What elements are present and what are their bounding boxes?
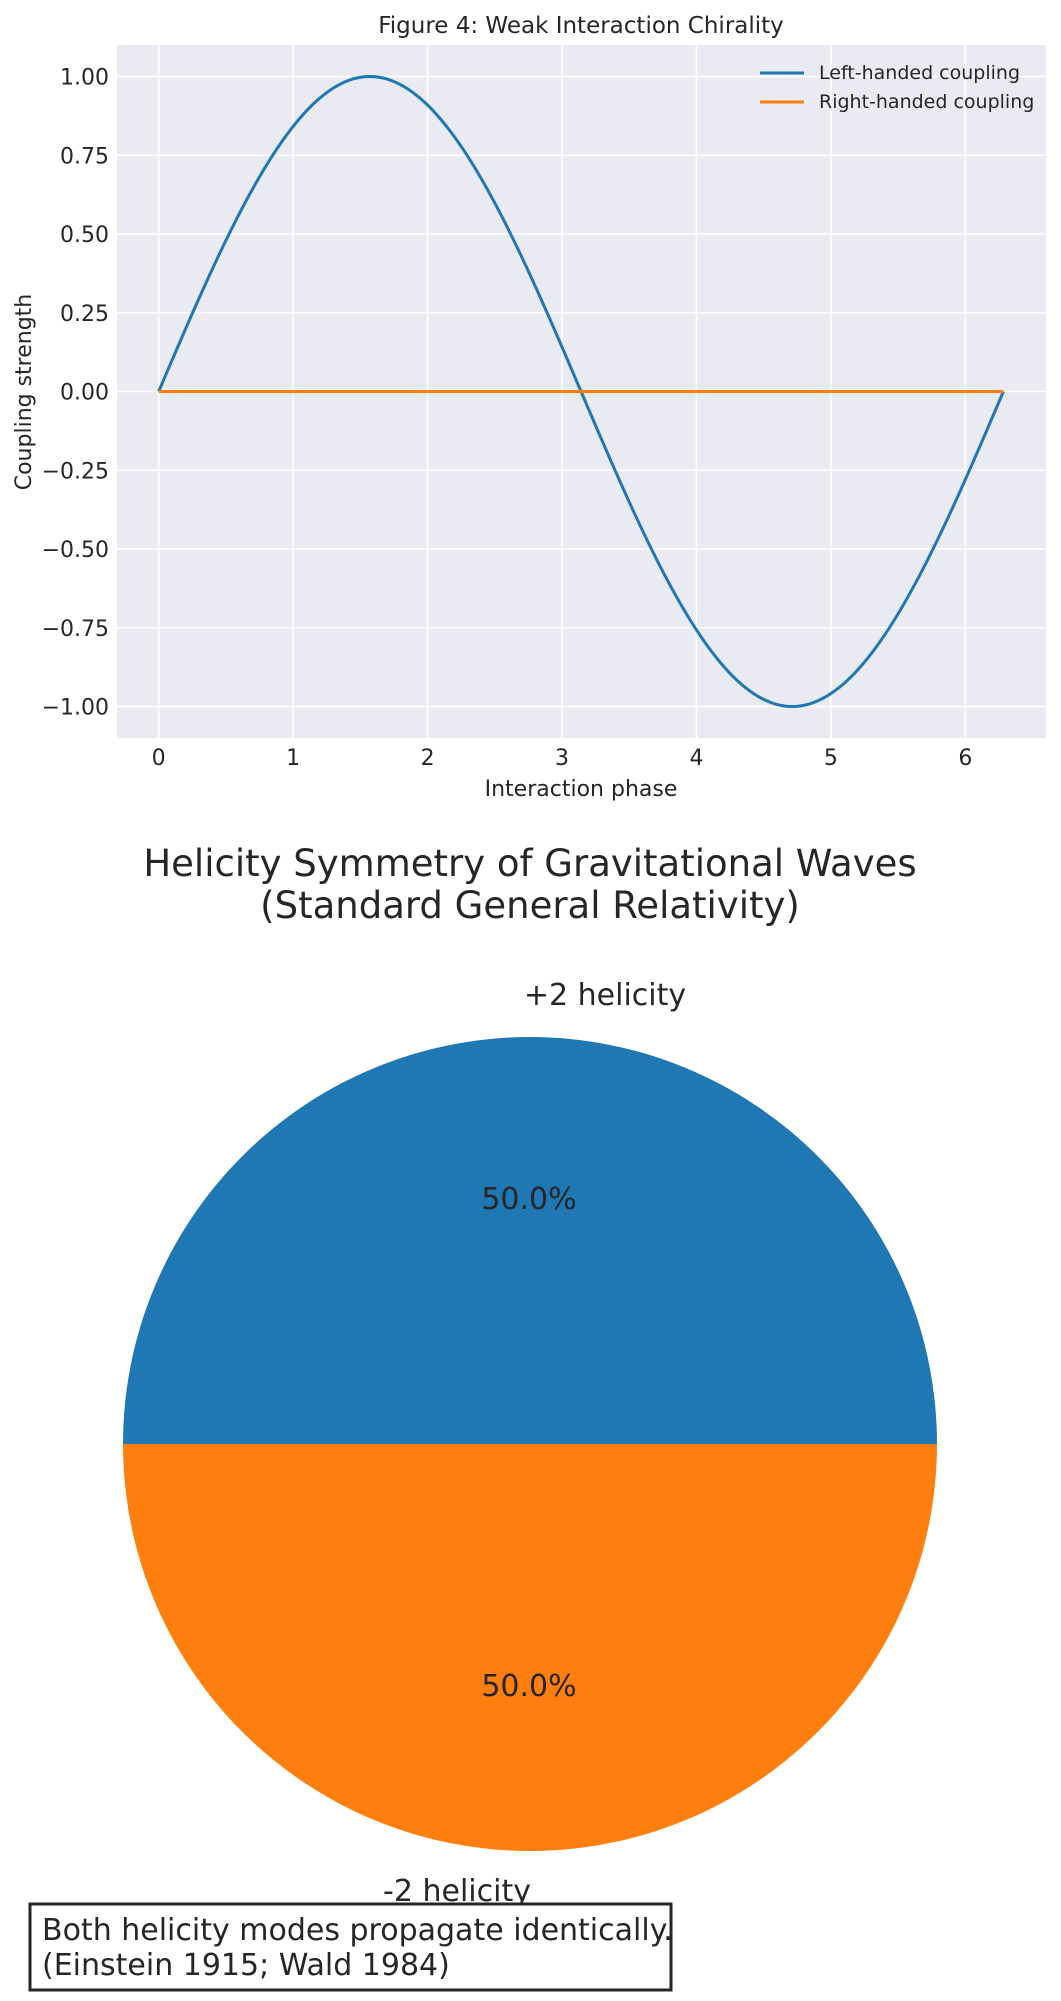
- y-tick-label: −0.50: [42, 538, 109, 563]
- x-tick-label: 1: [286, 746, 300, 771]
- pie-slice-minus-2-helicity: [123, 1444, 937, 1851]
- pie-label-plus-2-helicity: +2 helicity: [524, 978, 686, 1013]
- x-axis-label: Interaction phase: [485, 777, 678, 802]
- y-tick-label: 0.25: [60, 302, 109, 327]
- line-chart: 0 1 2 3 4 5 6 1.00 0.75 0.50 0.25 0.00 −0.25 −0.50 −0.…: [12, 13, 1046, 802]
- legend: Left-handed coupling Right-handed coupli…: [760, 62, 1034, 113]
- pie-slice-plus-2-helicity: [123, 1037, 937, 1444]
- tick-labels: 0 1 2 3 4 5 6 1.00 0.75 0.50 0.25 0.00 −0.25 −0.50 −0.…: [42, 66, 973, 772]
- x-tick-label: 2: [421, 746, 435, 771]
- y-tick-label: 0.00: [60, 381, 109, 406]
- y-tick-label: −1.00: [42, 696, 109, 721]
- y-tick-label: −0.75: [42, 617, 109, 642]
- x-tick-label: 4: [689, 746, 703, 771]
- annotation-box: Both helicity modes propagate identicall…: [28, 1902, 673, 1992]
- pie-chart: Helicity Symmetry of Gravitational Waves…: [28, 842, 937, 1992]
- x-tick-label: 3: [555, 746, 569, 771]
- y-tick-label: −0.25: [42, 459, 109, 484]
- y-tick-label: 0.75: [60, 144, 109, 169]
- y-tick-label: 1.00: [60, 66, 109, 91]
- x-tick-label: 0: [152, 746, 166, 771]
- line-chart-title: Figure 4: Weak Interaction Chirality: [378, 13, 784, 39]
- y-tick-label: 0.50: [60, 223, 109, 248]
- pie-percent-minus-2-helicity: 50.0%: [481, 1669, 576, 1704]
- x-tick-label: 5: [824, 746, 838, 771]
- annotation-line-1: Both helicity modes propagate identicall…: [42, 1913, 673, 1948]
- annotation-frame: [28, 1902, 673, 1992]
- annotation-line-2: (Einstein 1915; Wald 1984): [42, 1948, 450, 1983]
- legend-label-left-handed: Left-handed coupling: [819, 62, 1020, 84]
- series-layer: [157, 74, 1005, 709]
- pie-title-line-1: Helicity Symmetry of Gravitational Waves: [143, 842, 916, 885]
- legend-label-right-handed: Right-handed coupling: [819, 91, 1034, 113]
- x-tick-label: 6: [958, 746, 972, 771]
- y-axis-label: Coupling strength: [12, 294, 37, 491]
- pie-percent-plus-2-helicity: 50.0%: [481, 1182, 576, 1217]
- pie-title-line-2: (Standard General Relativity): [260, 884, 800, 927]
